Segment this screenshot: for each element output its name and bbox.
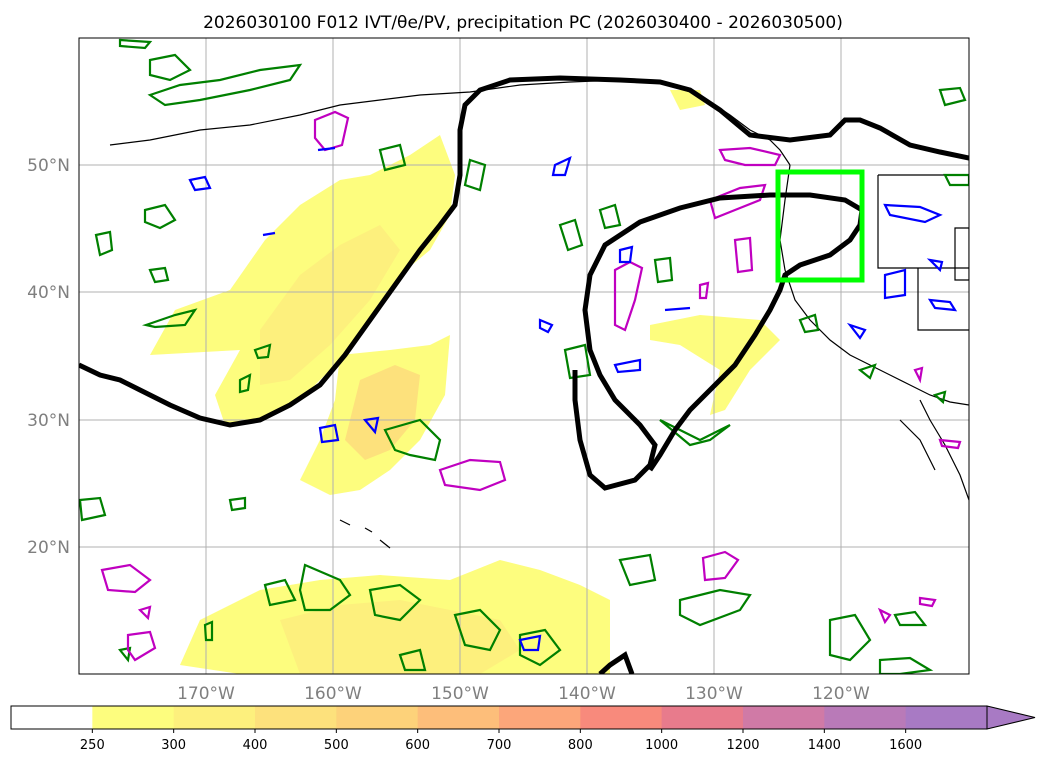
colorbar-segment [92, 706, 175, 729]
pv-contours-blue [188, 146, 958, 652]
colorbar-segment [255, 706, 337, 729]
lat-label: 40°N [27, 283, 70, 303]
lat-label: 50°N [27, 156, 70, 176]
colorbar-tick-label: 250 [80, 738, 105, 753]
colorbar-extend-arrow [986, 705, 1036, 730]
colorbar-tick-label: 600 [405, 738, 430, 753]
colorbar-segment [824, 706, 907, 729]
colorbar-segment [661, 706, 744, 729]
colorbar-tick-label: 1400 [808, 738, 841, 753]
coastlines [109, 79, 969, 549]
lon-label: 160°W [304, 684, 362, 704]
colorbar-segment [580, 706, 663, 729]
colorbar-segment [905, 706, 988, 729]
map-frame [78, 37, 970, 675]
colorbar-tick-label: 1000 [645, 738, 678, 753]
colorbar-tick-label: 700 [487, 738, 512, 753]
colorbar-segment [743, 706, 825, 729]
ivt-contour [79, 75, 969, 674]
lat-label: 20°N [27, 538, 70, 558]
colorbar-tick-label: 1200 [726, 738, 759, 753]
lon-label: 130°W [685, 684, 743, 704]
colorbar: 250 300 400 500 600 700 800 1000 1200 1400 1600 [10, 705, 1036, 753]
colorbar-segment [499, 706, 581, 729]
graticule [79, 38, 969, 674]
figure-title: 2026030100 F012 IVT/θe/PV, precipitation… [203, 13, 843, 33]
colorbar-segment [417, 706, 500, 729]
lon-label: 140°W [558, 684, 616, 704]
lat-label: 30°N [27, 411, 70, 431]
colorbar-tick-label: 300 [161, 738, 186, 753]
colorbar-segment [11, 706, 93, 729]
latitude-labels: 50°N 40°N 30°N 20°N [27, 156, 70, 558]
lon-label: 150°W [431, 684, 489, 704]
target-region-box [775, 169, 865, 283]
longitude-labels: 170°W 160°W 150°W 140°W 130°W 120°W [177, 684, 870, 704]
colorbar-segment [173, 706, 256, 729]
theta-e-contours [79, 38, 969, 674]
colorbar-tick-label: 800 [568, 738, 593, 753]
colorbar-tick-label: 500 [324, 738, 349, 753]
colorbar-segment [336, 706, 419, 729]
colorbar-tick-label: 400 [243, 738, 268, 753]
lon-label: 170°W [177, 684, 235, 704]
colorbar-tick-label: 1600 [889, 738, 922, 753]
lon-label: 120°W [812, 684, 870, 704]
